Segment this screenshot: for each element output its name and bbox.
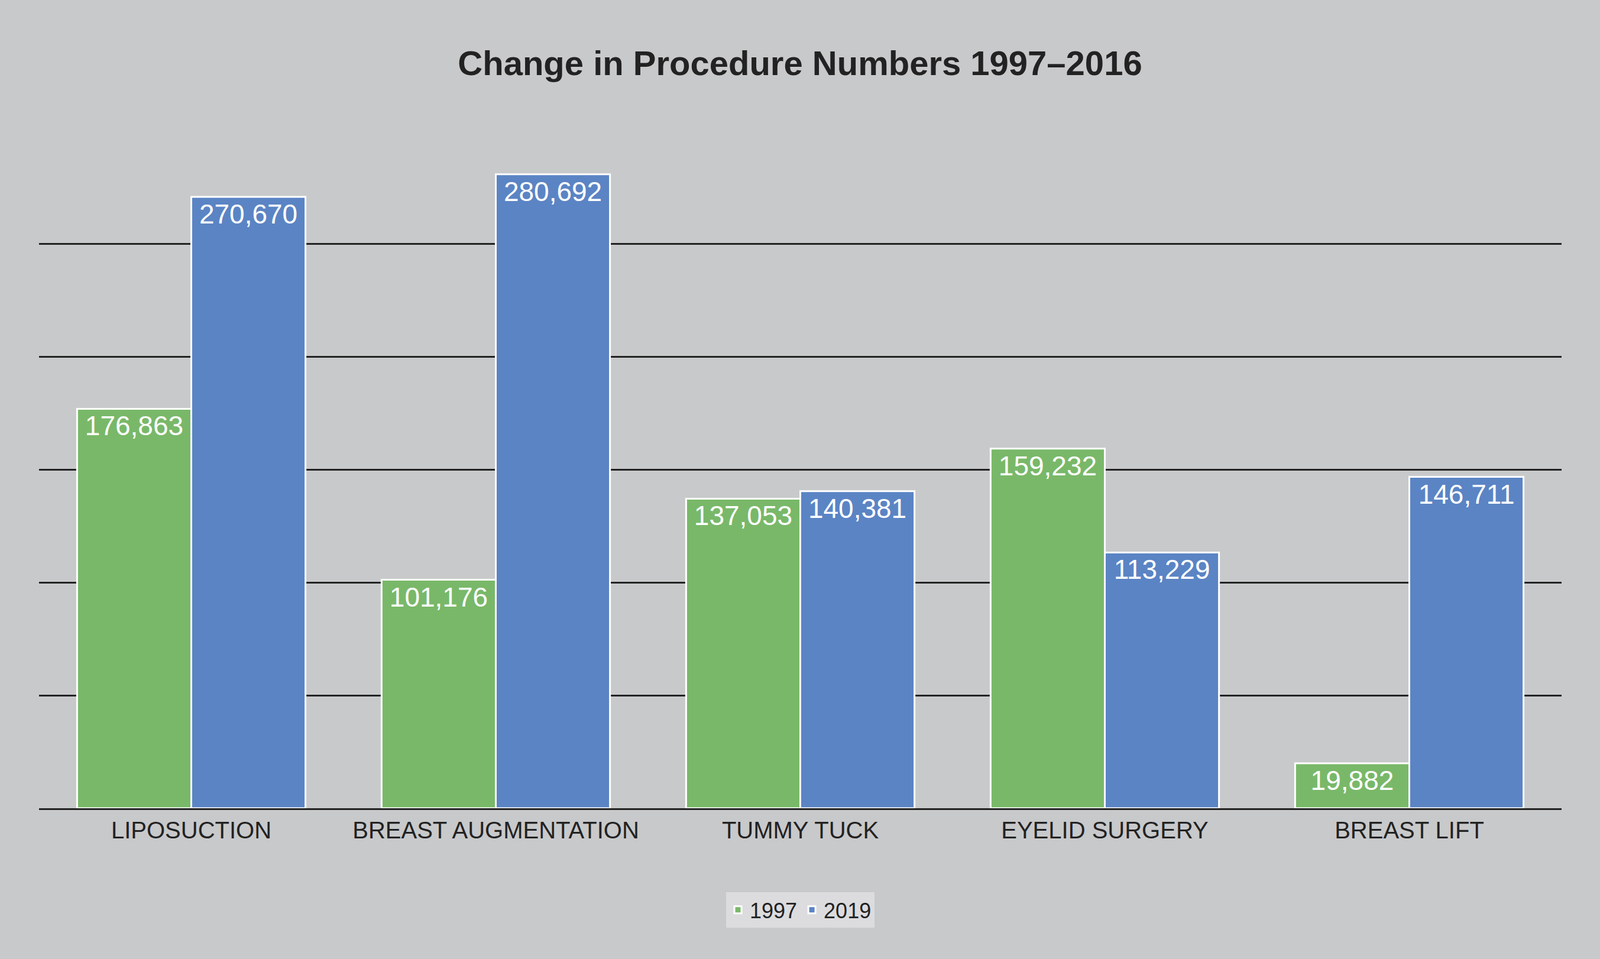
svg-text:270,670: 270,670 (199, 198, 298, 230)
svg-text:146,711: 146,711 (1418, 478, 1515, 510)
svg-text:Change in Procedure Numbers 19: Change in Procedure Numbers 1997–2016 (457, 43, 1142, 83)
svg-text:TUMMY TUCK: TUMMY TUCK (721, 817, 880, 844)
svg-text:1997: 1997 (749, 898, 798, 923)
svg-text:137,053: 137,053 (694, 500, 793, 531)
svg-text:113,229: 113,229 (1113, 554, 1211, 585)
svg-text:19,882: 19,882 (1310, 765, 1395, 796)
svg-text:140,381: 140,381 (808, 493, 907, 524)
svg-text:101,176: 101,176 (389, 581, 488, 613)
svg-text:280,692: 280,692 (503, 176, 602, 207)
svg-text:176,863: 176,863 (85, 410, 184, 442)
svg-text:EYELID SURGERY: EYELID SURGERY (1001, 817, 1209, 844)
svg-text:BREAST AUGMENTATION: BREAST AUGMENTATION (352, 817, 640, 844)
svg-text:LIPOSUCTION: LIPOSUCTION (111, 817, 272, 844)
svg-text:BREAST LIFT: BREAST LIFT (1334, 817, 1485, 844)
svg-text:159,232: 159,232 (998, 450, 1097, 482)
svg-text:2019: 2019 (823, 898, 871, 923)
